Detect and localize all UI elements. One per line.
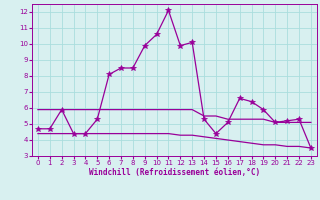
X-axis label: Windchill (Refroidissement éolien,°C): Windchill (Refroidissement éolien,°C) [89, 168, 260, 177]
